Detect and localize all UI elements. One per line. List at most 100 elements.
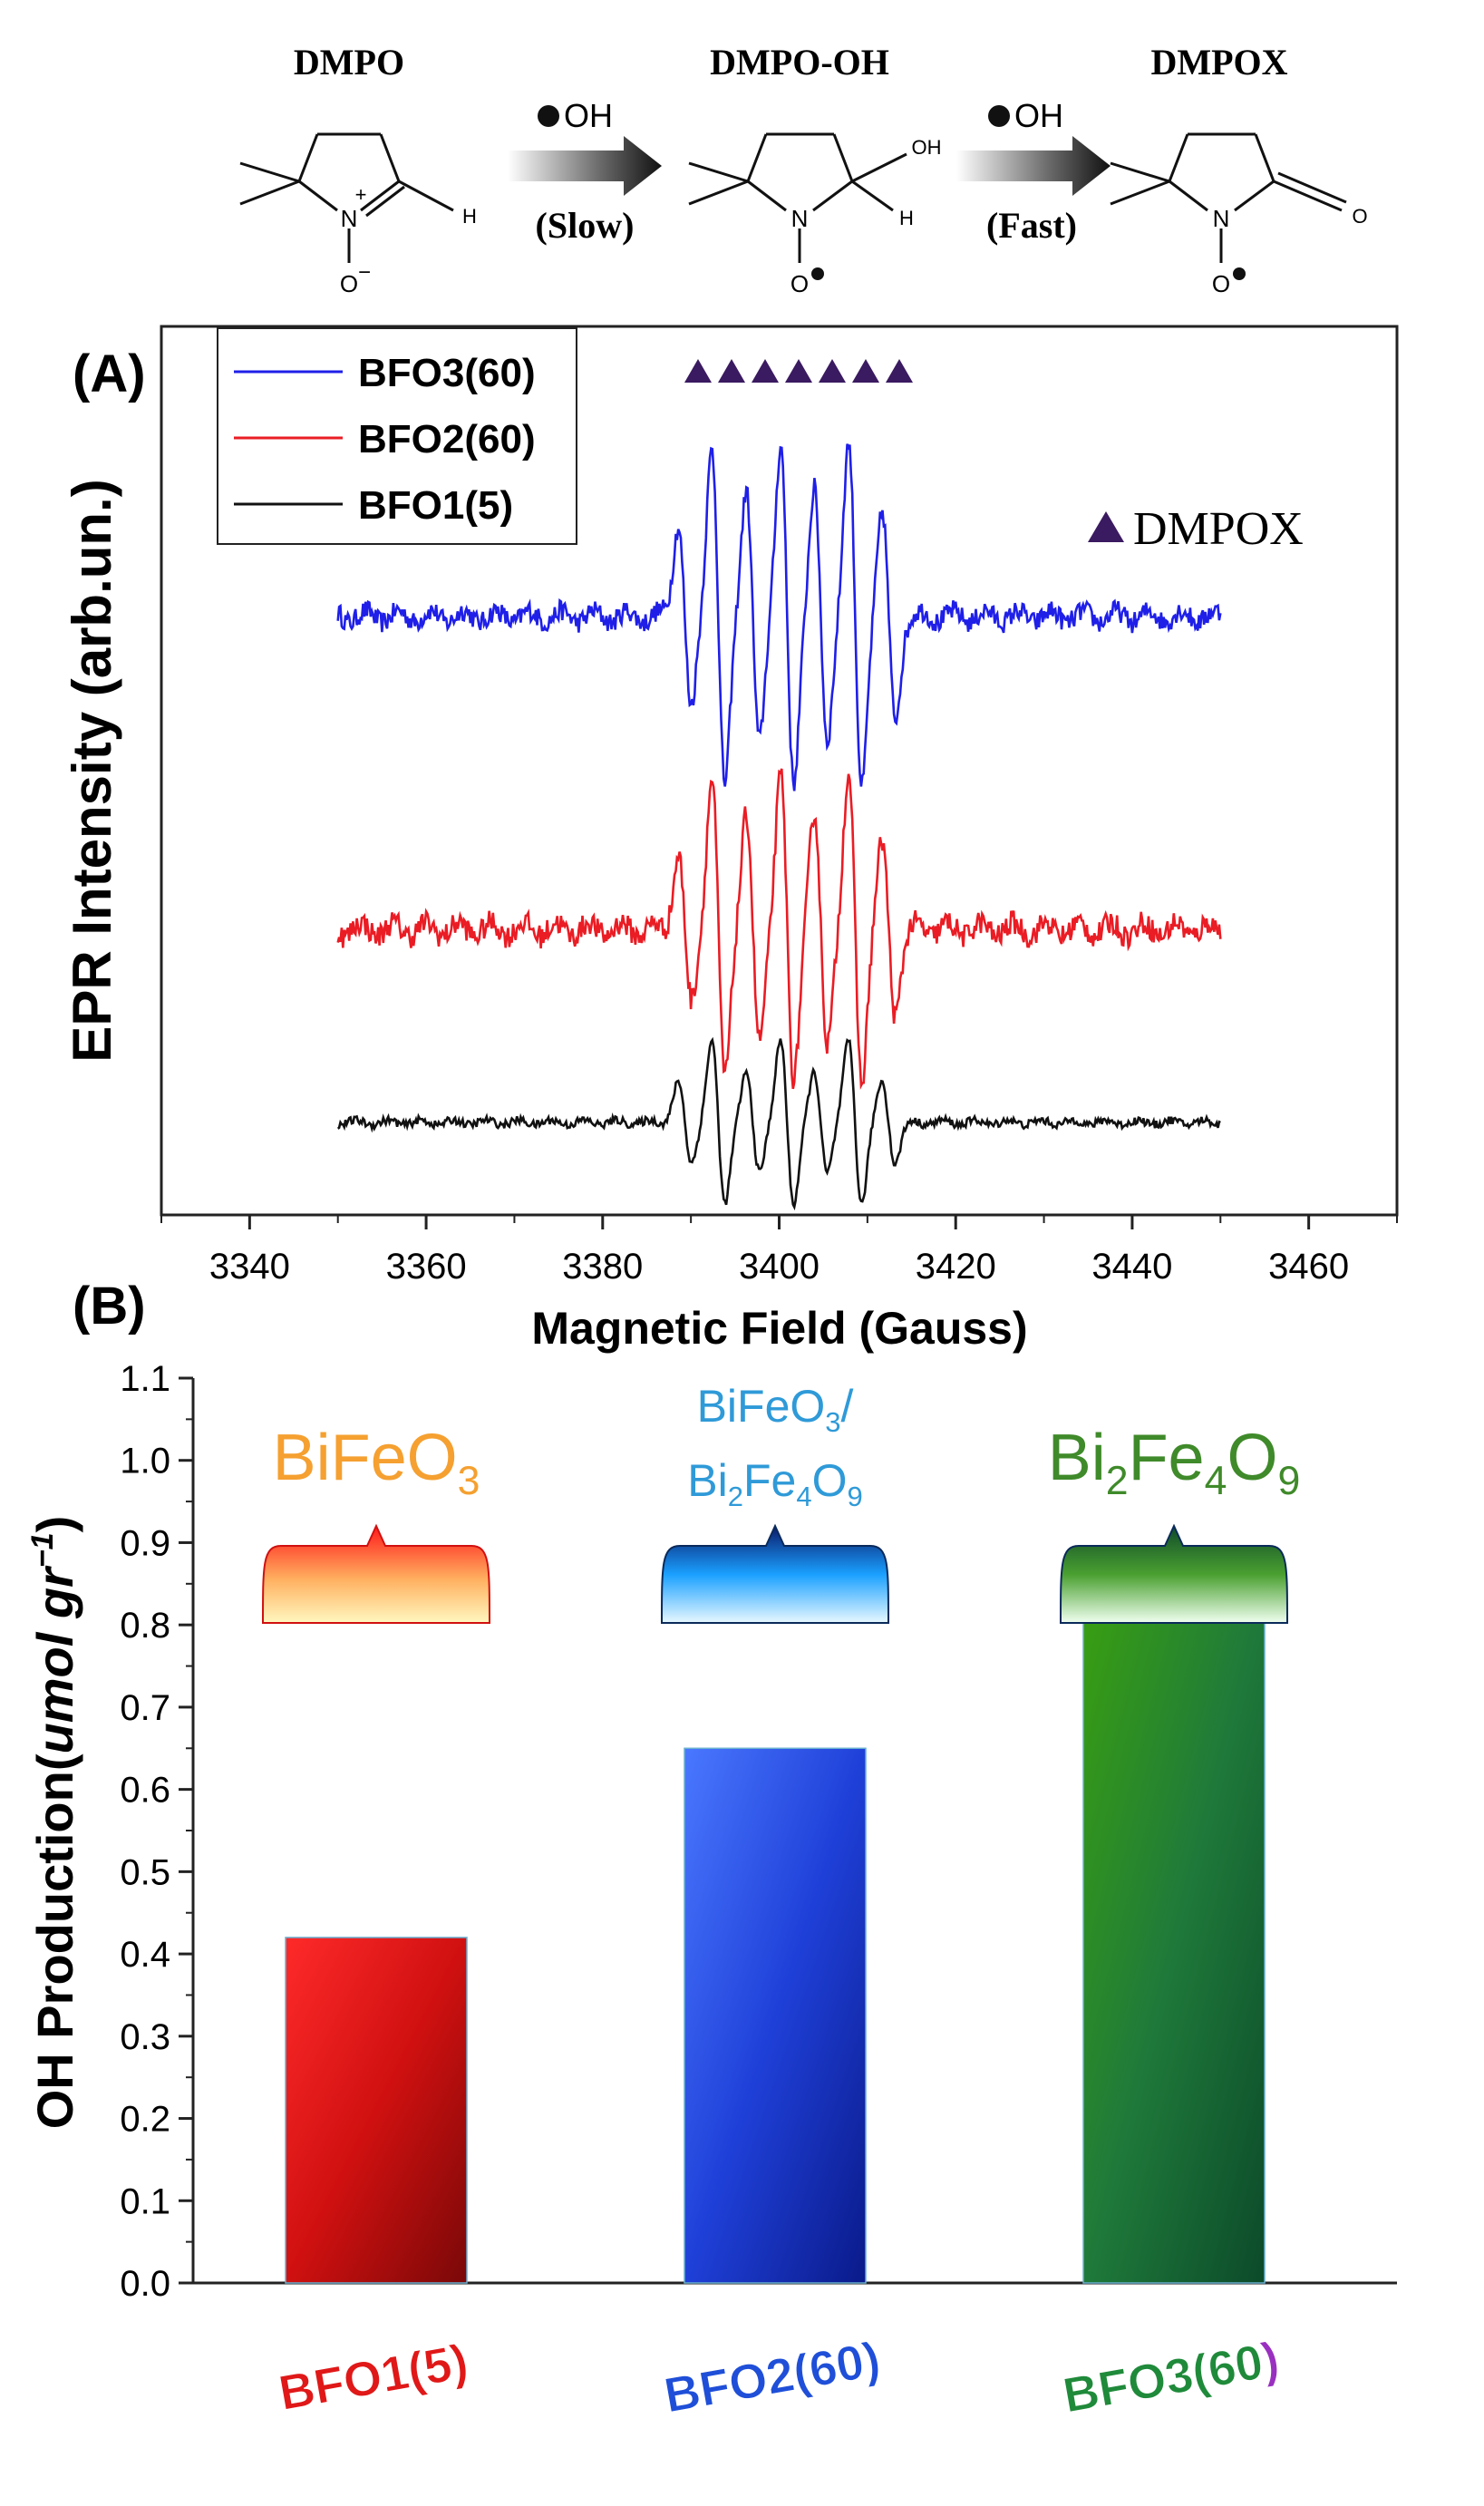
phase-label-part: 9 [1277,1459,1300,1503]
phase-label-part: 2 [1106,1459,1129,1503]
bar-BFO1(5) [285,1937,468,2284]
phase-label-part: Fe [743,1455,796,1506]
dmpo-structure [239,132,454,263]
phase-label-mixed-line1: BiFeO3​/ [697,1381,854,1438]
reaction-scheme: DMPO + N H O − OH (Slow) [239,42,1368,297]
dmpo-oh-structure [688,132,907,263]
arrow-fast: OH (Fast) [956,97,1111,246]
radical-dot-icon [988,105,1010,127]
dmpo-oh-n: N [791,205,809,232]
panel-b-ylabel: OH Production(umol gr−1) [25,1516,83,2130]
phase-label-part: / [841,1381,854,1432]
x-tick-label: 3360 [386,1247,467,1287]
dmpox-marker [684,359,712,383]
trace-BFO2(60) [336,768,1222,1091]
bar-BFO3(60 [1082,1583,1266,2284]
y-tick-label: 1.1 [120,1359,170,1399]
legend-label-bfo3: BFO3(60) [358,351,536,395]
arrow-slow-icon [508,136,662,196]
dmpo-h: H [462,205,477,228]
category-label: BFO1(5) [275,2334,471,2421]
panel-b-ylabel-unit: umol gr [26,1565,83,1754]
dmpox-n: N [1213,205,1230,232]
phase-label-part: 3 [825,1406,840,1438]
arrow-slow: OH (Slow) [508,97,662,246]
y-tick-label: 0.3 [120,2017,170,2057]
radical-dot-icon [811,267,824,280]
category-label-text: BFO3(60 [1059,2335,1266,2423]
dmpo-oh-o: O [790,270,809,297]
panel-b-phase-annotations: BiFeO3​ BiFeO3​/ Bi2​Fe4​O9​ Bi2​Fe4​O9​ [261,1380,1301,1624]
panel-b-ylabel-prefix: OH Production( [26,1753,83,2129]
molecule-dmpo: DMPO + N H O − [239,42,477,297]
panel-a-traces [336,443,1222,1211]
category-label: BFO2(60) [660,2332,884,2423]
panel-b-bars [285,1583,1266,2284]
y-tick-label: 0.5 [120,1852,170,1892]
phase-label-part: Bi [1048,1422,1106,1494]
arrow-fast-condition: (Fast) [986,205,1077,246]
panel-a-legend: BFO3(60) BFO2(60) BFO1(5) [217,327,577,545]
phase-label-part: BiFeO [273,1422,458,1494]
dmpox-marker [819,359,846,383]
x-tick-label: 3340 [209,1247,290,1287]
panel-a-xlabel: Magnetic Field (Gauss) [531,1303,1027,1354]
x-tick-label: 3380 [562,1247,643,1287]
triangle-marker-icon [1088,511,1124,542]
bar-BFO2(60) [684,1747,867,2284]
arrow-fast-reagent: OH [1014,97,1063,134]
phase-label-bi2fe4o9: Bi2​Fe4​O9​ [1048,1422,1301,1503]
phase-label-part: 4 [796,1481,811,1512]
phase-label-part: 9 [847,1481,862,1512]
dmpox-marker [785,359,812,383]
dmpox-o-ring: O [1352,205,1367,228]
trace-BFO3(60) [336,443,1222,792]
arrow-slow-reagent: OH [564,97,613,134]
x-tick-label: 3420 [916,1247,996,1287]
dmpo-oh-h: H [899,207,914,229]
panel-a: (A) EPR Intensity (arb.un.) Magnetic Fie… [62,325,1399,1354]
legend-box [217,327,577,545]
y-tick-label: 0.1 [120,2181,170,2221]
y-tick-label: 0.9 [120,1523,170,1563]
molecule-dmpox: DMPOX N O O [1110,42,1368,297]
legend-entry-bfo1: BFO1(5) [234,483,513,528]
dmpox-title: DMPOX [1150,42,1287,83]
phase-label-mixed-line2: Bi2​Fe4​O9​ [687,1455,862,1512]
panel-a-label: (A) [73,345,146,403]
dmpo-minus: − [358,260,371,285]
arrow-slow-condition: (Slow) [536,205,635,246]
panel-b-ylabel-exp: −1 [25,1532,60,1568]
y-tick-label: 0.6 [120,1771,170,1811]
radical-dot-icon [538,105,559,127]
dmpox-marker-legend: DMPOX [1088,503,1304,555]
panel-a-ylabel: EPR Intensity (arb.un.) [62,479,122,1062]
y-tick-label: 0.4 [120,1935,170,1975]
dmpo-o: O [340,270,358,297]
phase-brace-icon [660,1523,890,1624]
phase-label-part: 3 [458,1459,480,1503]
legend-entry-bfo2: BFO2(60) [234,417,536,461]
x-tick-label: 3460 [1268,1247,1349,1287]
dmpox-marker [718,359,745,383]
panel-b-label: (B) [73,1277,146,1336]
panel-b-ylabel-suffix: ) [26,1516,83,1533]
phase-label-part: 4 [1205,1459,1227,1503]
phase-label-part: O [1227,1422,1277,1494]
phase-brace-icon [1059,1523,1289,1624]
dmpox-marker [852,359,879,383]
dmpo-n: N [341,205,358,232]
phase-label-part: O [812,1455,848,1506]
y-tick-label: 0.8 [120,1606,170,1646]
phase-brace-icon [261,1523,491,1624]
y-tick-label: 1.0 [120,1442,170,1481]
dmpox-marker [886,359,913,383]
phase-label-part: 2 [728,1481,743,1512]
molecule-dmpo-oh: DMPO-OH N OH H O [688,42,942,297]
phase-label-bifeo3: BiFeO3​ [273,1422,480,1503]
y-tick-label: 0.7 [120,1688,170,1728]
legend-label-bfo1: BFO1(5) [358,483,513,528]
dmpo-oh-oh: OH [912,136,942,159]
x-tick-label: 3440 [1091,1247,1172,1287]
